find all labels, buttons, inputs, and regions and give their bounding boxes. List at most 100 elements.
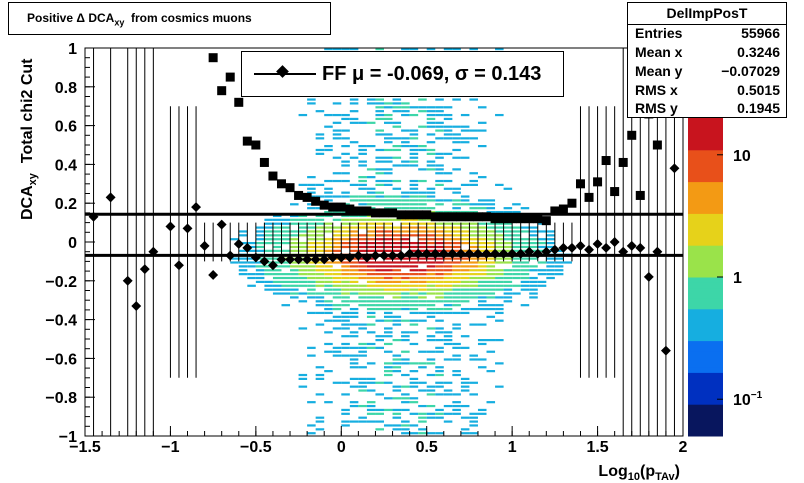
heatmap-cell	[460, 416, 470, 419]
heatmap-cell	[298, 113, 308, 117]
heatmap-cell	[392, 164, 402, 167]
sigma-point	[413, 210, 423, 220]
heatmap-cell	[290, 214, 299, 218]
heatmap-cell	[435, 331, 444, 334]
sigma-point	[319, 200, 329, 210]
heatmap-cell	[452, 284, 461, 287]
heatmap-cell	[307, 257, 316, 260]
heatmap-cell	[307, 424, 316, 427]
heatmap-cell	[358, 327, 367, 330]
heatmap-cell	[307, 292, 316, 295]
heatmap-cell	[503, 238, 513, 241]
heatmap-cell	[324, 210, 333, 214]
heatmap-cell	[341, 304, 350, 307]
heatmap-cell	[315, 296, 325, 299]
heatmap-cell	[435, 261, 444, 264]
heatmap-cell	[435, 179, 444, 183]
heatmap-cell	[537, 245, 547, 249]
heatmap-cell	[409, 156, 419, 159]
palette-cell	[688, 277, 723, 283]
heatmap-cell	[435, 350, 444, 353]
heatmap-cell	[495, 307, 504, 311]
mean-point	[430, 248, 441, 259]
heatmap-cell	[392, 110, 402, 113]
heatmap-cell	[366, 401, 376, 404]
heatmap-cell	[349, 377, 359, 380]
heatmap-cell	[375, 113, 384, 117]
heatmap-cell	[426, 106, 436, 109]
heatmap-cell	[384, 370, 393, 373]
heatmap-cell	[366, 102, 376, 105]
heatmap-cell	[375, 160, 384, 163]
heatmap-cell	[426, 362, 436, 365]
sigma-point	[627, 130, 637, 140]
heatmap-cell	[238, 261, 248, 264]
heatmap-cell	[375, 238, 384, 241]
heatmap-cell	[409, 331, 419, 334]
heatmap-cell	[375, 199, 384, 202]
heatmap-cell	[495, 304, 504, 307]
heatmap-cell	[358, 199, 367, 202]
heatmap-cell	[443, 125, 453, 128]
sigma-point	[524, 214, 534, 224]
heatmap-cell	[477, 121, 487, 124]
heatmap-cell	[426, 242, 436, 245]
heatmap-cell	[409, 292, 419, 295]
heatmap-cell	[349, 156, 359, 159]
heatmap-cell	[418, 245, 427, 249]
heatmap-cell	[307, 261, 316, 264]
heatmap-cell	[401, 432, 410, 435]
heatmap-cell	[358, 226, 367, 229]
heatmap-cell	[409, 48, 419, 51]
heatmap-cell	[384, 183, 393, 186]
heatmap-cell	[281, 288, 291, 291]
heatmap-cell	[366, 273, 376, 276]
heatmap-cell	[460, 292, 470, 295]
heatmap-cell	[469, 416, 478, 419]
mean-point	[464, 248, 475, 259]
heatmap-cell	[307, 276, 316, 280]
sigma-point	[294, 190, 304, 200]
palette-cell	[688, 361, 723, 368]
heatmap-cell	[409, 249, 419, 252]
heatmap-cell	[366, 323, 376, 326]
heatmap-cell	[426, 276, 436, 280]
heatmap-cell	[281, 265, 291, 268]
heatmap-cell	[324, 242, 333, 245]
heatmap-cell	[460, 404, 470, 408]
heatmap-cell	[452, 393, 461, 396]
mean-point	[259, 256, 270, 267]
heatmap-cell	[460, 203, 470, 206]
heatmap-cell	[477, 300, 487, 303]
heatmap-cell	[435, 408, 444, 412]
heatmap-cell	[443, 389, 453, 392]
heatmap-cell	[401, 226, 410, 229]
heatmap-cell	[375, 249, 384, 252]
heatmap-cell	[238, 269, 248, 272]
heatmap-cell	[349, 404, 359, 408]
heatmap-cell	[418, 222, 427, 225]
heatmap-cell	[452, 304, 461, 307]
mean-point	[626, 240, 637, 251]
heatmap-cell	[401, 284, 410, 287]
heatmap-cell	[332, 273, 342, 276]
heatmap-cell	[418, 168, 427, 171]
heatmap-cell	[290, 218, 299, 221]
heatmap-cell	[546, 242, 555, 245]
heatmap-cell	[332, 242, 342, 245]
heatmap-cell	[401, 48, 410, 51]
heatmap-cell	[341, 191, 350, 194]
heatmap-cell	[358, 304, 367, 307]
heatmap-cell	[324, 288, 333, 291]
heatmap-cell	[409, 133, 419, 136]
heatmap-cell	[435, 339, 444, 342]
heatmap-cell	[435, 129, 444, 132]
heatmap-cell	[384, 288, 393, 291]
heatmap-cell	[546, 273, 555, 276]
heatmap-cell	[443, 273, 453, 276]
heatmap-cell	[366, 230, 376, 233]
heatmap-cell	[238, 230, 248, 233]
mean-point	[541, 246, 552, 257]
heatmap-cell	[392, 385, 402, 388]
heatmap-cell	[358, 238, 367, 241]
